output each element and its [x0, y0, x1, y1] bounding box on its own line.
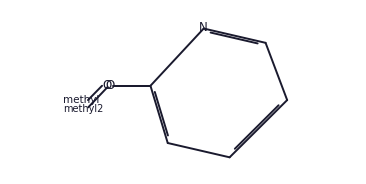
Text: methyl: methyl [63, 95, 100, 105]
Text: O: O [105, 79, 115, 92]
Text: N: N [199, 21, 208, 34]
Text: methyl2: methyl2 [63, 104, 103, 114]
Text: O: O [103, 79, 112, 92]
